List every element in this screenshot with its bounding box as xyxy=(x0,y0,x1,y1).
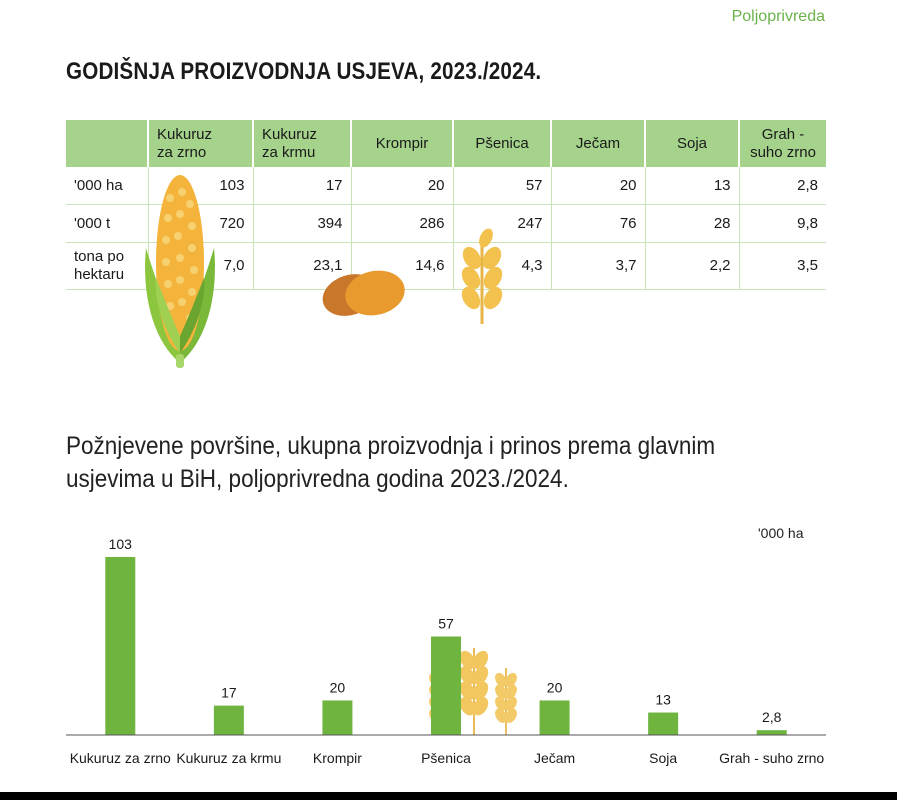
value-label: 57 xyxy=(438,615,454,631)
bottom-bar xyxy=(0,792,897,800)
table-cell: 2,8 xyxy=(738,167,826,205)
value-label: 17 xyxy=(221,685,237,701)
value-label: 20 xyxy=(330,679,346,695)
bar xyxy=(322,700,353,735)
value-label: 13 xyxy=(655,692,671,708)
chart-subtitle: Požnjevene površine, ukupna proizvodnja … xyxy=(66,432,716,493)
bar xyxy=(431,636,461,735)
category-label: Ječam xyxy=(534,750,575,766)
table-header-cell: Pšenica xyxy=(452,120,551,167)
table-cell: 3,5 xyxy=(738,242,826,290)
table-cell: 20 xyxy=(550,167,645,205)
category-label: Krompir xyxy=(313,750,362,766)
table-row: '000 ha 103 17 20 57 20 13 2,8 xyxy=(66,167,826,205)
table-cell: 13 xyxy=(644,167,739,205)
section-tag: Poljoprivreda xyxy=(731,8,825,25)
table-header-cell: Kukuruz za zrno xyxy=(147,120,253,167)
bar-chart: 103 Kukuruz za zrno 17 Kukuruz za krmu 20 Kro… xyxy=(66,536,826,766)
table-header-cell: Grah - suho zrno xyxy=(738,120,826,167)
table-header-cell: Soja xyxy=(644,120,739,167)
row-label: '000 t xyxy=(66,204,148,243)
bar xyxy=(213,705,244,735)
table-cell: 286 xyxy=(350,204,453,243)
table-cell: 28 xyxy=(644,204,739,243)
category-label: Kukuruz za zrno xyxy=(70,750,171,766)
value-label: 103 xyxy=(109,536,133,552)
bar xyxy=(539,700,570,735)
table-cell: 14,6 xyxy=(350,242,453,290)
bar xyxy=(105,557,136,735)
table-cell: 76 xyxy=(550,204,645,243)
category-label: Pšenica xyxy=(421,750,471,766)
table-header-cell: Krompir xyxy=(350,120,453,167)
table-header-row: Kukuruz za zrno Kukuruz za krmu Krompir Pš… xyxy=(66,120,826,167)
value-label: 20 xyxy=(547,679,563,695)
page-title: GODIŠNJA PROIZVODNJA USJEVA, 2023./2024. xyxy=(66,58,542,85)
bar xyxy=(648,712,679,735)
bar xyxy=(756,730,787,735)
table-cell: 57 xyxy=(452,167,551,205)
row-label: tona po hektaru xyxy=(66,242,148,290)
category-label: Soja xyxy=(649,750,677,766)
table-cell: 720 xyxy=(147,204,253,243)
table-cell: 3,7 xyxy=(550,242,645,290)
table-row: tona po hektaru 7,0 23,1 14,6 4,3 3,7 2,2… xyxy=(66,242,826,290)
table-cell: 7,0 xyxy=(147,242,253,290)
table-cell: 23,1 xyxy=(252,242,351,290)
category-label: Grah - suho zrno xyxy=(719,750,824,766)
table-cell: 20 xyxy=(350,167,453,205)
table-cell: 4,3 xyxy=(452,242,551,290)
production-table-container: Kukuruz za zrno Kukuruz za krmu Krompir Pš… xyxy=(66,120,826,290)
table-cell: 103 xyxy=(147,167,253,205)
category-label: Kukuruz za krmu xyxy=(176,750,281,766)
row-label: '000 ha xyxy=(66,167,148,205)
table-cell: 2,2 xyxy=(644,242,739,290)
table-header-cell xyxy=(66,120,148,167)
value-label: 2,8 xyxy=(762,709,782,725)
table-cell: 247 xyxy=(452,204,551,243)
table-header-cell: Kukuruz za krmu xyxy=(252,120,351,167)
table-cell: 9,8 xyxy=(738,204,826,243)
table-cell: 394 xyxy=(252,204,351,243)
production-table: Kukuruz za zrno Kukuruz za krmu Krompir Pš… xyxy=(66,120,826,290)
unit-label: '000 ha xyxy=(758,525,804,541)
table-cell: 17 xyxy=(252,167,351,205)
table-header-cell: Ječam xyxy=(550,120,645,167)
table-row: '000 t 720 394 286 247 76 28 9,8 xyxy=(66,204,826,243)
